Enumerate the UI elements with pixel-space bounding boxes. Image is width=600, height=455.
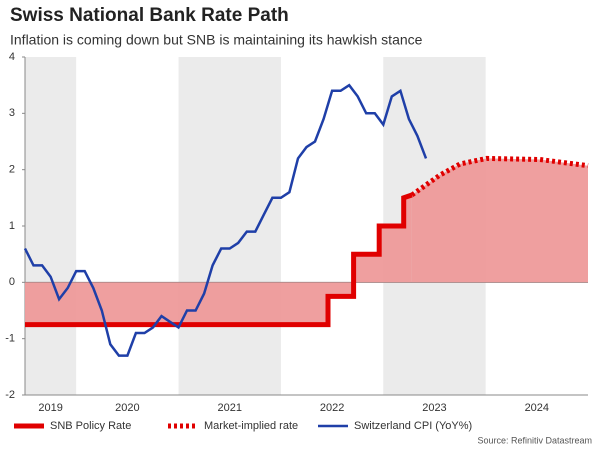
- y-tick-label: -2: [5, 389, 15, 401]
- y-tick-label: 1: [9, 220, 15, 232]
- x-tick-label: 2020: [115, 402, 139, 414]
- rate-area: [25, 195, 412, 325]
- lines: [23, 83, 589, 357]
- y-tick-label: 2: [9, 164, 15, 176]
- legend-label: SNB Policy Rate: [50, 420, 131, 432]
- y-tick-label: 0: [9, 276, 15, 288]
- rate-area: [411, 158, 588, 283]
- series-line: [23, 83, 428, 357]
- series-line: [25, 192, 413, 328]
- x-tick-label: 2022: [320, 402, 344, 414]
- y-tick-label: 4: [9, 51, 15, 63]
- series-line: [410, 155, 589, 198]
- y-tick-label: 3: [9, 107, 15, 119]
- x-tick-label: 2024: [525, 402, 549, 414]
- year-shade: [25, 57, 77, 395]
- source: Source: Refinitiv Datastream: [477, 435, 592, 445]
- x-tick-label: 2023: [422, 402, 446, 414]
- chart-subtitle: Inflation is coming down but SNB is main…: [10, 32, 423, 48]
- x-tick-label: 2019: [38, 402, 62, 414]
- chart-title: Swiss National Bank Rate Path: [10, 5, 289, 26]
- y-tick-label: -1: [5, 333, 15, 345]
- areas: [25, 158, 588, 325]
- legend-label: Market-implied rate: [204, 420, 298, 432]
- year-shade: [178, 57, 281, 395]
- x-tick-label: 2021: [217, 402, 241, 414]
- legend-label: Switzerland CPI (YoY%): [354, 420, 472, 432]
